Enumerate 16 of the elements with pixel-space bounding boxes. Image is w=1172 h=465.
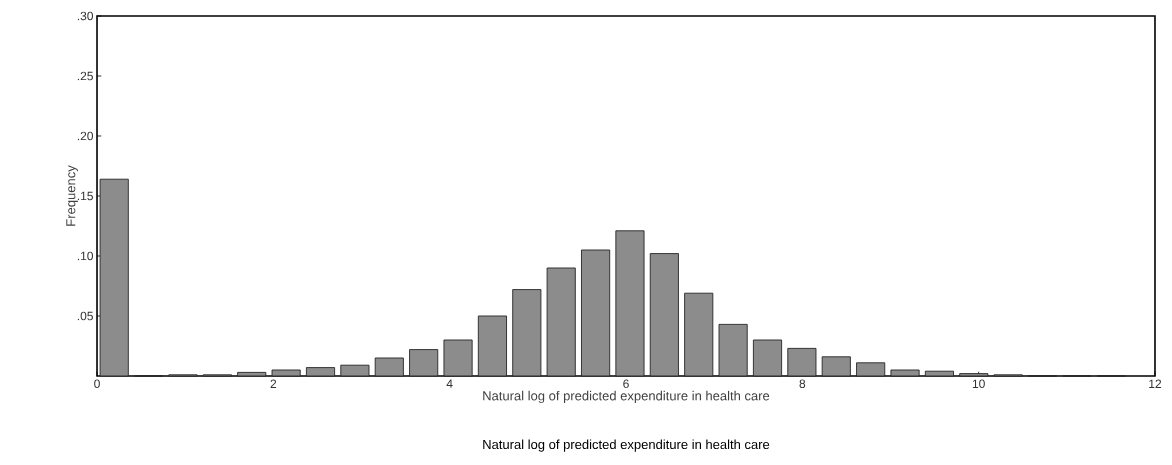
y-tick-label: .05 [77,311,93,321]
y-axis-title: Frequency [66,165,78,226]
x-tick-label: 0 [94,379,100,389]
x-axis-title: Natural log of predicted expenditure in health care [483,390,770,403]
x-tick-label: 12 [1149,379,1162,388]
y-tick-label: .15 [77,191,93,201]
y-tick-label: .20 [77,131,94,141]
text: Natural log of predicted expenditure in health care [483,439,770,452]
y-tick-label: .10 [77,251,94,261]
y-tick-label: .25 [77,71,93,81]
y-tick-label: .30 [77,11,94,21]
x-tick-label: 2 [270,379,277,388]
x-tick-label: 10 [972,379,985,389]
x-tick-label: 8 [799,379,806,389]
x-tick-label: 6 [623,379,629,389]
x-tick-label: 4 [446,379,453,388]
